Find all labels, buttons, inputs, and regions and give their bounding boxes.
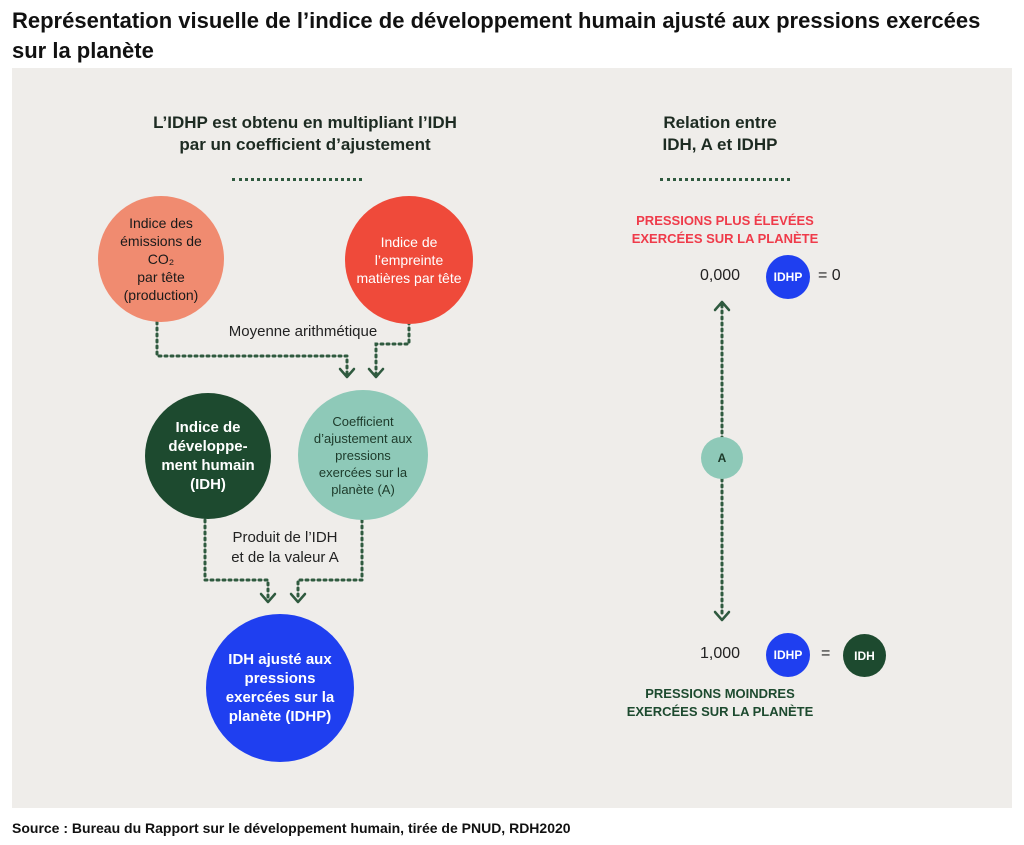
material-index-circle: Indice de l’empreinte matières par tête <box>345 196 473 324</box>
material-index-label: Indice de l’empreinte matières par tête <box>356 234 462 286</box>
idh-badge: IDH <box>843 634 886 677</box>
product-label: Produit de l’IDH et de la valeur A <box>231 529 339 566</box>
coef-label: Coefficient d’ajustement aux pressions e… <box>313 413 413 497</box>
mean-label: Moyenne arithmétique <box>228 323 378 340</box>
bottom-equation: = <box>821 645 831 662</box>
bottom-idhp-badge-label: IDHP <box>773 648 803 662</box>
a-badge-label: A <box>717 451 727 465</box>
co2-index-label: Indice des émissions de CO₂ par tête (pr… <box>120 215 202 303</box>
top-idhp-badge-label: IDHP <box>773 270 803 284</box>
idhp-circle: IDH ajusté aux pressions exercées sur la… <box>206 614 354 762</box>
idh-badge-label: IDH <box>854 648 875 663</box>
idh-label: Indice de développe- ment humain (IDH) <box>161 419 255 493</box>
bottom-pressure-text: PRESSIONS MOINDRES EXERCÉES SUR LA PLANÈ… <box>626 686 814 719</box>
top-pressure-text: PRESSIONS PLUS ÉLEVÉES EXERCÉES SUR LA P… <box>631 213 819 246</box>
left-heading-divider <box>232 178 362 181</box>
right-heading-divider <box>660 178 790 181</box>
a-badge: A <box>701 437 743 479</box>
right-heading: Relation entre IDH, A et IDHP <box>662 113 778 154</box>
idh-circle: Indice de développe- ment humain (IDH) <box>145 393 271 519</box>
top-idhp-badge: IDHP <box>766 255 810 299</box>
co2-index-circle: Indice des émissions de CO₂ par tête (pr… <box>98 196 224 322</box>
coef-circle: Coefficient d’ajustement aux pressions e… <box>298 390 428 520</box>
source-note: Source : Bureau du Rapport sur le dévelo… <box>12 820 571 836</box>
bottom-idhp-badge: IDHP <box>766 633 810 677</box>
left-heading: L’IDHP est obtenu en multipliant l’IDH p… <box>153 113 457 154</box>
top-equation: = 0 <box>818 267 841 284</box>
idhp-label: IDH ajusté aux pressions exercées sur la… <box>225 651 335 725</box>
bottom-value: 1,000 <box>700 645 741 662</box>
top-value: 0,000 <box>700 267 741 284</box>
page-title: Représentation visuelle de l’indice de d… <box>12 8 981 63</box>
